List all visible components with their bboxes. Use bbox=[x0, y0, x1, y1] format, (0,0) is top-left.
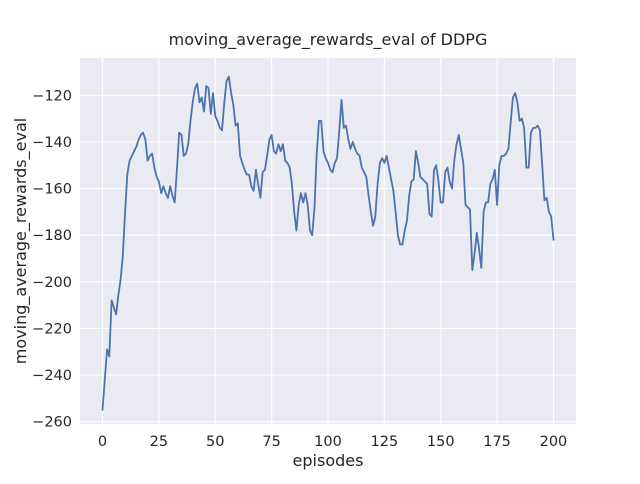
x-tick-labels: 0 25 50 75 100 125 150 175 200 bbox=[98, 434, 567, 450]
x-tick-label: 125 bbox=[371, 434, 399, 450]
x-tick-label: 150 bbox=[427, 434, 455, 450]
y-tick-labels: −260 −240 −220 −200 −180 −160 −140 −120 bbox=[32, 88, 72, 430]
x-axis-label: episodes bbox=[293, 451, 364, 470]
x-tick-label: 175 bbox=[483, 434, 511, 450]
y-tick-label: −220 bbox=[32, 321, 72, 337]
y-axis-label: moving_average_rewards_eval bbox=[11, 118, 31, 364]
data-line-ddpg-moving-average-eval-reward bbox=[101, 75, 555, 411]
series-layer bbox=[101, 75, 555, 411]
y-tick-label: −160 bbox=[32, 182, 72, 198]
y-tick-label: −200 bbox=[32, 275, 72, 291]
x-tick-label: 75 bbox=[262, 434, 280, 450]
x-tick-label: 200 bbox=[540, 434, 568, 450]
y-tick-label: −120 bbox=[32, 88, 72, 104]
y-tick-label: −140 bbox=[32, 135, 72, 151]
x-tick-label: 100 bbox=[314, 434, 342, 450]
chart-title: moving_average_rewards_eval of DDPG bbox=[169, 30, 488, 50]
x-tick-label: 0 bbox=[98, 434, 107, 450]
y-tick-label: −240 bbox=[32, 368, 72, 384]
y-tick-label: −180 bbox=[32, 228, 72, 244]
x-tick-label: 50 bbox=[206, 434, 224, 450]
y-tick-label: −260 bbox=[32, 415, 72, 431]
x-tick-label: 25 bbox=[150, 434, 168, 450]
grid-layer bbox=[80, 58, 576, 424]
